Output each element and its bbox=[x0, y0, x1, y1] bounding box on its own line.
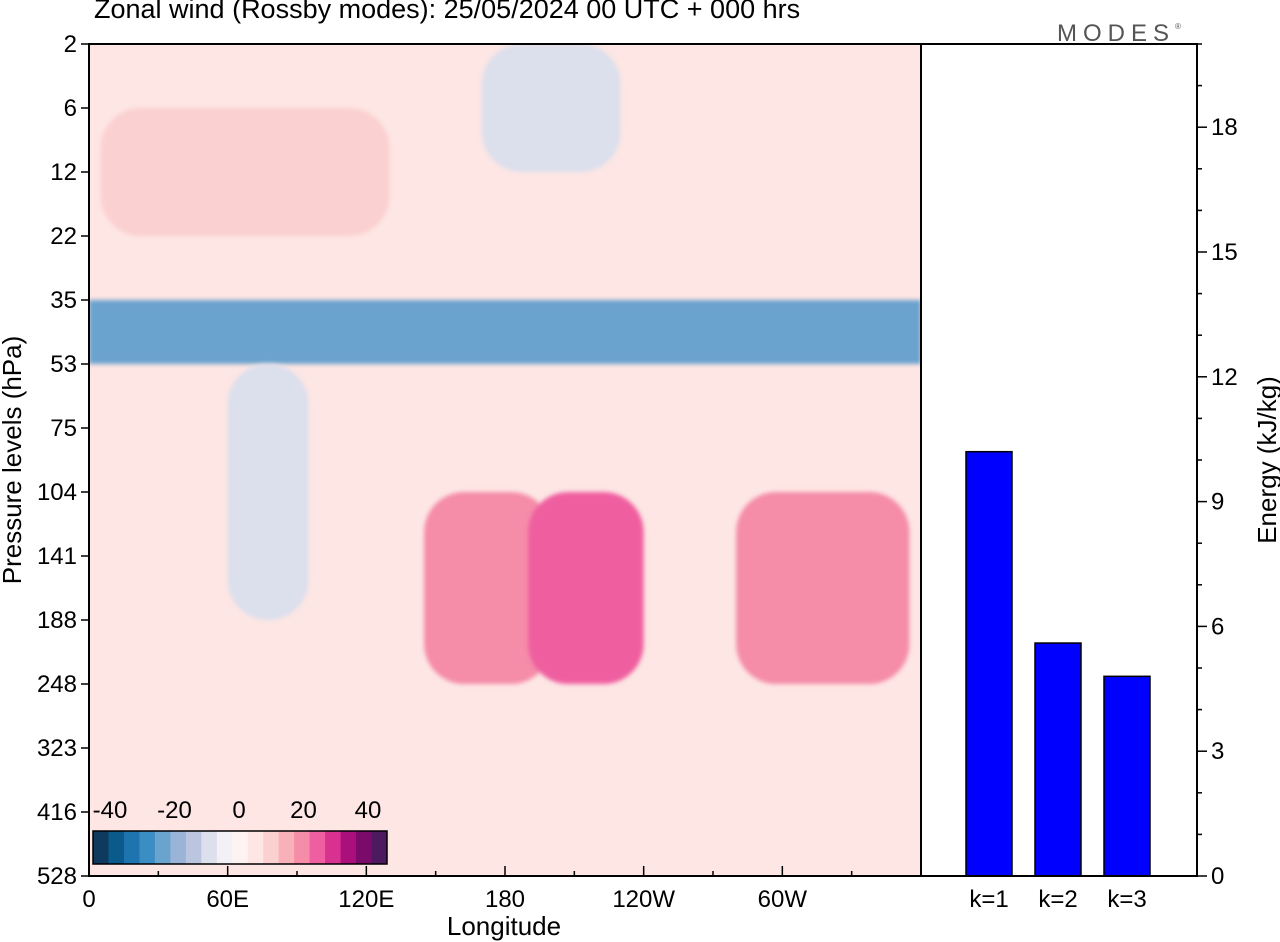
colorbar-swatch bbox=[309, 831, 326, 864]
y-tick-label: 53 bbox=[50, 351, 77, 378]
y-tick-label: 2 bbox=[64, 31, 77, 58]
y-tick-label: 35 bbox=[50, 287, 77, 314]
y-tick-label: 12 bbox=[50, 159, 77, 186]
energy-bar-k=3 bbox=[1103, 675, 1151, 877]
x-tick-label: 120E bbox=[338, 886, 394, 913]
colorbar: -40 -20 0 20 40 bbox=[92, 797, 388, 865]
energy-tick-label: 12 bbox=[1211, 364, 1238, 391]
bar-category-label: k=1 bbox=[969, 886, 1008, 913]
colorbar-swatch bbox=[123, 831, 140, 864]
colorbar-swatch bbox=[216, 831, 233, 864]
colorbar-swatch bbox=[294, 831, 311, 864]
energy-bar-chart: k=1 k=2 k=3 bbox=[965, 450, 1151, 913]
heatmap-region-5 bbox=[528, 492, 644, 684]
heatmap-region-7 bbox=[100, 108, 390, 236]
colorbar-swatch bbox=[170, 831, 187, 864]
y-tick-label: 248 bbox=[37, 671, 77, 698]
colorbar-swatch bbox=[108, 831, 125, 864]
logo-text: MODES bbox=[1057, 20, 1176, 47]
heatmap-region-1 bbox=[89, 300, 921, 364]
energy-bar-k=2 bbox=[1034, 642, 1082, 877]
y-axis-title: Pressure levels (hPa) bbox=[0, 336, 27, 585]
heatmap-region-6 bbox=[736, 492, 910, 684]
colorbar-swatch bbox=[325, 831, 342, 864]
colorbar-tick-label: -40 bbox=[93, 797, 128, 824]
y-tick-label: 141 bbox=[37, 543, 77, 570]
colorbar-tick-label: 40 bbox=[355, 797, 382, 824]
y-tick-label: 323 bbox=[37, 735, 77, 762]
y-tick-label: 22 bbox=[50, 223, 77, 250]
colorbar-swatch bbox=[93, 831, 109, 864]
bar-category-label: k=2 bbox=[1038, 886, 1077, 913]
x-axis-title: Longitude bbox=[447, 911, 561, 941]
y-tick-label: 75 bbox=[50, 415, 77, 442]
energy-tick-label: 6 bbox=[1211, 613, 1224, 640]
bar-category-label: k=3 bbox=[1107, 886, 1146, 913]
colorbar-swatch bbox=[201, 831, 218, 864]
x-tick-label: 60W bbox=[758, 886, 808, 913]
colorbar-swatch bbox=[247, 831, 264, 864]
colorbar-swatch bbox=[356, 831, 373, 864]
colorbar-swatch bbox=[139, 831, 156, 864]
colorbar-swatch bbox=[278, 831, 295, 864]
energy-tick-label: 3 bbox=[1211, 738, 1224, 765]
x-tick-label: 120W bbox=[612, 886, 675, 913]
colorbar-tick-label: 20 bbox=[290, 797, 317, 824]
heatmap-region-2 bbox=[227, 364, 309, 620]
energy-axis-title: Energy (kJ/kg) bbox=[1252, 376, 1280, 544]
modes-logo: MODES® bbox=[1057, 20, 1181, 47]
colorbar-swatch bbox=[232, 831, 249, 864]
x-tick-label: 60E bbox=[206, 886, 249, 913]
energy-tick-label: 15 bbox=[1211, 239, 1238, 266]
y-tick-label: 416 bbox=[37, 799, 77, 826]
x-tick-label: 180 bbox=[485, 886, 525, 913]
colorbar-swatch bbox=[371, 831, 388, 864]
colorbar-swatch bbox=[185, 831, 202, 864]
colorbar-swatch bbox=[263, 831, 280, 864]
energy-tick-label: 9 bbox=[1211, 489, 1224, 516]
energy-bar-k=1 bbox=[965, 450, 1013, 877]
heatmap-region-3 bbox=[481, 44, 621, 172]
colorbar-swatch bbox=[340, 831, 357, 864]
heatmap-region-4 bbox=[424, 492, 552, 684]
heatmap-field bbox=[89, 44, 921, 876]
y-tick-label: 528 bbox=[37, 863, 77, 890]
colorbar-swatch bbox=[154, 831, 171, 864]
x-tick-label: 0 bbox=[82, 886, 95, 913]
colorbar-tick-label: -20 bbox=[157, 797, 192, 824]
colorbar-tick-label: 0 bbox=[232, 797, 245, 824]
y-tick-label: 6 bbox=[64, 95, 77, 122]
colorbar-frame bbox=[92, 830, 388, 865]
energy-tick-label: 0 bbox=[1211, 863, 1224, 890]
energy-tick-label: 18 bbox=[1211, 114, 1238, 141]
y-tick-label: 104 bbox=[37, 479, 77, 506]
chart-title: Zonal wind (Rossby modes): 25/05/2024 00… bbox=[94, 0, 801, 24]
y-tick-label: 188 bbox=[37, 607, 77, 634]
